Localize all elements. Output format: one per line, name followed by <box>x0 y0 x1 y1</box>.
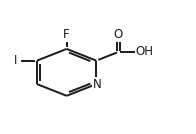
Text: N: N <box>93 78 102 91</box>
Text: OH: OH <box>135 45 153 58</box>
Text: F: F <box>63 28 70 41</box>
Text: I: I <box>14 54 17 67</box>
Text: O: O <box>114 28 123 41</box>
